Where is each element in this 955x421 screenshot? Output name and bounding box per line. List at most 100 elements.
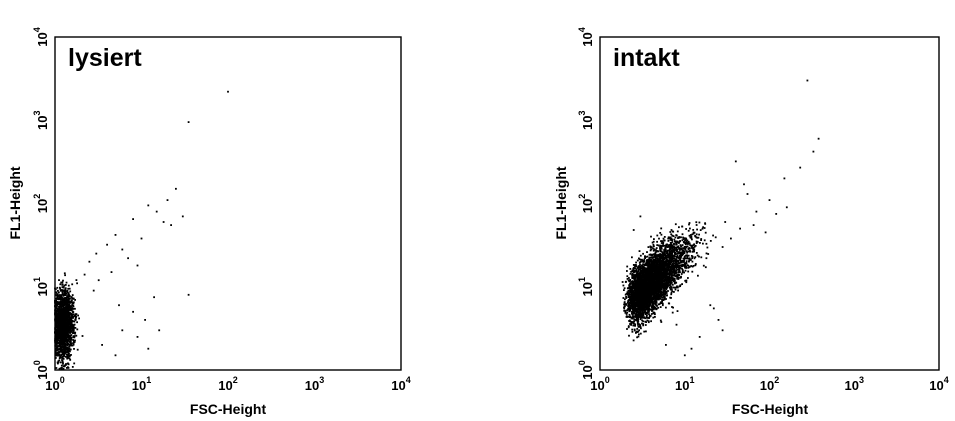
- scatter-point: [97, 279, 100, 282]
- cluster-point: [60, 353, 63, 356]
- cluster-point: [59, 323, 62, 326]
- cluster-point: [59, 355, 61, 358]
- cluster-point: [62, 316, 65, 319]
- cluster-point: [58, 357, 61, 360]
- cluster-point: [634, 306, 636, 309]
- cluster-point: [684, 262, 687, 265]
- cluster-point: [55, 300, 58, 302]
- cluster-point: [702, 242, 704, 245]
- cluster-point: [68, 320, 71, 323]
- cluster-point: [635, 302, 638, 305]
- cluster-point: [66, 355, 69, 358]
- cluster-point: [56, 351, 59, 354]
- cluster-point: [61, 314, 64, 317]
- cluster-point: [63, 346, 65, 349]
- cluster-point: [659, 306, 662, 308]
- cluster-point: [59, 341, 61, 344]
- cluster-point: [55, 313, 57, 316]
- cluster-point: [631, 330, 634, 333]
- cluster-point: [65, 297, 68, 300]
- scatter-point: [170, 224, 172, 226]
- cluster-point: [60, 334, 63, 337]
- cluster-point: [67, 366, 69, 369]
- cluster-point: [65, 333, 67, 335]
- cluster-point: [58, 351, 61, 354]
- cluster-point: [72, 340, 75, 343]
- cluster-point: [679, 252, 682, 255]
- cluster-point: [650, 269, 653, 272]
- cluster-point: [653, 269, 656, 272]
- plot-frame: [599, 36, 940, 371]
- scatter-point: [83, 273, 86, 276]
- cluster-point: [60, 324, 63, 327]
- cluster-point: [59, 319, 62, 322]
- cluster-point: [690, 265, 692, 267]
- cluster-point: [60, 310, 63, 313]
- cluster-point: [667, 269, 669, 271]
- cluster-point: [669, 274, 672, 276]
- cluster-point: [61, 341, 64, 344]
- cluster-point: [60, 313, 63, 316]
- cluster-point: [58, 295, 60, 297]
- cluster-point: [69, 359, 72, 361]
- cluster-point: [634, 323, 637, 326]
- cluster-point: [65, 294, 67, 296]
- cluster-point: [59, 286, 61, 289]
- cluster-point: [71, 326, 73, 329]
- cluster-point: [651, 293, 653, 296]
- cluster-point: [62, 336, 64, 339]
- scatter-point: [147, 204, 150, 207]
- cluster-point: [659, 289, 662, 292]
- cluster-point: [55, 354, 58, 357]
- cluster-point: [678, 265, 681, 267]
- cluster-point: [626, 270, 628, 272]
- cluster-point: [682, 270, 684, 272]
- cluster-point: [712, 234, 714, 237]
- cluster-point: [662, 290, 665, 292]
- cluster-point: [656, 284, 659, 286]
- cluster-point: [628, 287, 631, 290]
- cluster-point: [643, 260, 646, 263]
- cluster-point: [670, 233, 673, 236]
- cluster-point: [77, 314, 79, 317]
- cluster-point: [58, 311, 60, 314]
- cluster-point: [54, 305, 56, 308]
- cluster-point: [652, 249, 655, 252]
- cluster-point: [66, 303, 68, 306]
- cluster-point: [66, 347, 69, 350]
- cluster-point: [58, 320, 60, 323]
- cluster-point: [57, 317, 60, 320]
- cluster-point: [55, 317, 58, 319]
- cluster-point: [661, 296, 664, 299]
- cluster-point: [54, 301, 56, 304]
- cluster-point: [698, 233, 700, 236]
- cluster-point: [67, 334, 69, 337]
- cluster-point: [76, 321, 78, 324]
- cluster-point: [650, 246, 653, 248]
- cluster-point: [67, 287, 70, 290]
- cluster-point: [626, 309, 628, 312]
- cluster-point: [641, 270, 644, 273]
- cluster-point: [662, 257, 664, 259]
- cluster-point: [69, 348, 72, 351]
- cluster-point: [641, 311, 644, 314]
- cluster-point: [68, 301, 71, 303]
- cluster-point: [673, 282, 676, 285]
- cluster-point: [635, 261, 637, 264]
- cluster-point: [70, 327, 73, 329]
- cluster-point: [672, 268, 675, 271]
- cluster-point: [628, 334, 630, 337]
- cluster-point: [664, 247, 667, 249]
- cluster-point: [668, 237, 670, 240]
- cluster-point: [72, 307, 74, 310]
- cluster-point: [59, 328, 61, 331]
- cluster-point: [678, 270, 680, 273]
- cluster-point: [662, 292, 665, 294]
- cluster-point: [626, 311, 629, 314]
- cluster-point: [647, 320, 650, 323]
- cluster-point: [678, 251, 681, 253]
- cluster-point: [71, 310, 74, 313]
- cluster-point: [644, 257, 646, 259]
- cluster-point: [652, 271, 655, 273]
- cluster-point: [65, 312, 68, 315]
